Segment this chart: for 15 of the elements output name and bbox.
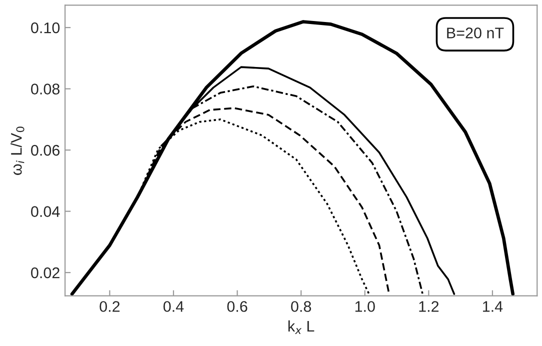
x-tick-label: 0.8 bbox=[291, 301, 312, 312]
annotation: B=20 nT bbox=[447, 28, 504, 38]
y-tick-label: 0.02 bbox=[31, 267, 60, 278]
x-tick-label: 0.2 bbox=[100, 301, 120, 312]
y-tick-label: 0.04 bbox=[31, 206, 60, 217]
y-tick-label: 0.10 bbox=[31, 22, 60, 34]
y-tick-label: 0.06 bbox=[31, 144, 60, 156]
y-tick-label: 0.08 bbox=[31, 84, 60, 94]
x-tick-label: 0.6 bbox=[227, 301, 248, 312]
x-tick-label: 1.2 bbox=[419, 301, 439, 312]
y-axis-title: ω$_{i}$ L/V$_{0}$ bbox=[10, 126, 24, 175]
x-axis-title: k$_{x}$ L bbox=[288, 320, 314, 334]
x-tick-label: 1.0 bbox=[355, 301, 375, 312]
x-tick-label: 0.4 bbox=[163, 301, 184, 312]
x-tick-label: 1.4 bbox=[483, 301, 503, 312]
